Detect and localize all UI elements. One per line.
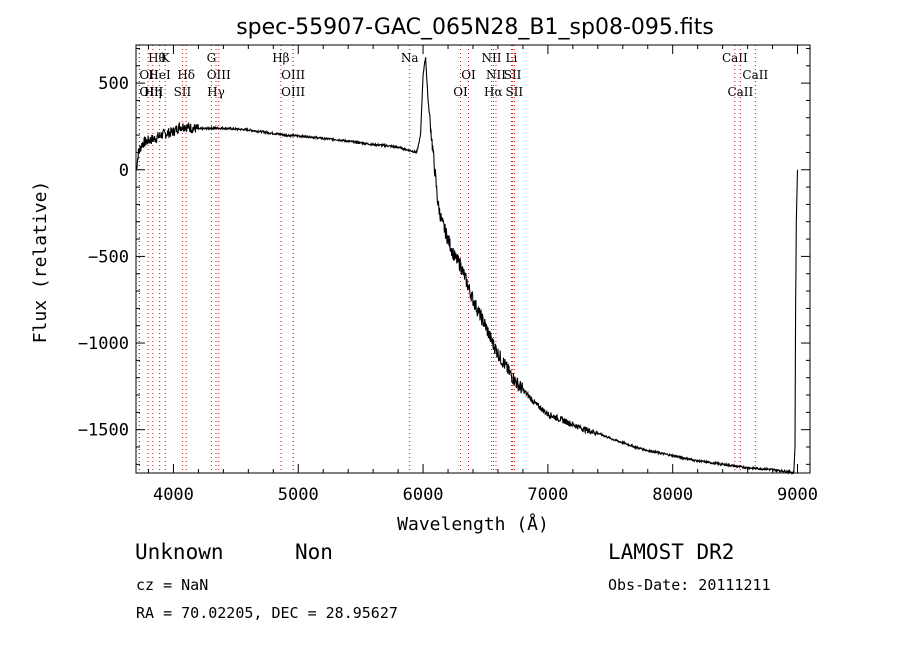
- line-label: OIII: [139, 85, 163, 99]
- class-name: Unknown: [135, 540, 224, 564]
- line-label: NII: [486, 68, 506, 82]
- line-label: CaII: [742, 68, 768, 82]
- plot-frame: [135, 44, 811, 474]
- line-label: Hγ: [207, 85, 225, 99]
- y-tick-label: −500: [88, 247, 129, 267]
- x-tick-label: 6000: [403, 485, 444, 505]
- line-label: SII: [505, 85, 523, 99]
- x-axis-ticks: 4000 5000 6000 7000 8000 9000: [147, 45, 818, 505]
- line-label: Li: [506, 51, 518, 65]
- line-label: SII: [504, 68, 522, 82]
- line-label: HeI: [148, 68, 171, 82]
- line-label: Hη: [144, 85, 162, 99]
- line-label: K: [161, 51, 171, 65]
- line-label: CaII: [727, 85, 753, 99]
- x-tick-label: 9000: [777, 485, 818, 505]
- line-label: G: [207, 51, 217, 65]
- line-label: OI: [453, 85, 468, 99]
- redshift-cz: cz = NaN: [136, 576, 209, 594]
- line-label: Hδ: [177, 68, 195, 82]
- x-tick-label: 5000: [278, 485, 319, 505]
- x-tick-label: 7000: [527, 485, 568, 505]
- y-tick-label: −1500: [78, 421, 129, 441]
- spectrum-line: [135, 57, 799, 475]
- x-tick-label: 4000: [153, 485, 194, 505]
- line-label: OIII: [281, 85, 305, 99]
- line-label: CaII: [722, 51, 748, 65]
- subclass: Non: [295, 540, 333, 564]
- line-label: Hβ: [272, 51, 289, 65]
- y-tick-label: 500: [98, 74, 129, 94]
- line-label: Na: [401, 51, 419, 65]
- line-label: OIII: [281, 68, 305, 82]
- y-tick-label: −1000: [78, 334, 129, 354]
- chart-title: spec-55907-GAC_065N28_B1_sp08-095.fits: [236, 15, 714, 40]
- y-axis-ticks: −1500 −1000 −500 0 500: [78, 47, 810, 465]
- line-label: SII: [174, 85, 192, 99]
- y-axis-label: Flux (relative): [30, 181, 51, 344]
- line-label: NII: [481, 51, 501, 65]
- obs-date: Obs-Date: 20111211: [608, 576, 771, 594]
- line-label: OI: [461, 68, 476, 82]
- line-label: Hα: [484, 85, 503, 99]
- x-axis-label: Wavelength (Å): [397, 513, 549, 535]
- coordinates: RA = 70.02205, DEC = 28.95627: [136, 604, 398, 622]
- survey-label: LAMOST DR2: [608, 540, 735, 564]
- x-tick-label: 8000: [652, 485, 693, 505]
- line-label: OII: [139, 68, 159, 82]
- y-tick-label: 0: [119, 161, 129, 181]
- line-label: OIII: [207, 68, 231, 82]
